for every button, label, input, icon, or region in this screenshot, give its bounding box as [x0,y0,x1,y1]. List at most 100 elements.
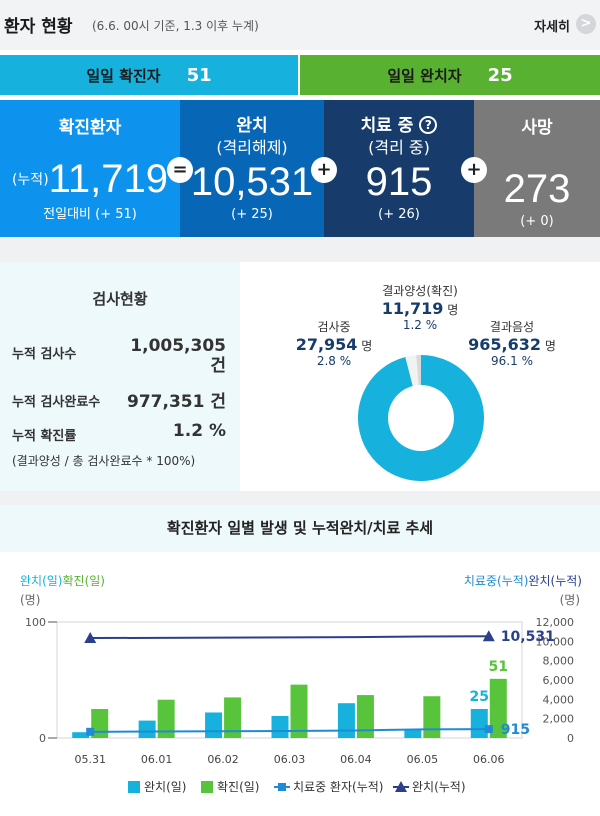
testing-value: 27,954 [295,335,358,354]
chevron-right-icon[interactable]: > [576,14,596,34]
daily-confirmed-label: 일일 확진자 [86,66,161,85]
confirmed-label: 확진환자 [58,118,122,138]
x-axis-tick: 06.06 [473,753,505,766]
negative-pct: 96.1 % [491,354,533,368]
left-axis-label-released: 완치(일) [20,574,63,588]
positive-value: 11,719 [381,299,444,318]
bar-released-daily [404,729,422,738]
released-cumulative-marker [84,632,97,644]
confirmed-prefix: (누적) [11,172,49,188]
bar-released-daily [72,732,90,738]
data-label-confirmed-daily: 51 [489,659,508,675]
right-axis-label-released: 완치(누적) [528,574,582,588]
released-value: 10,531 [190,160,314,204]
donut-negative-label: 결과음성 965,632 명 96.1 % [462,318,562,368]
page-title: 환자 현황 [4,17,73,37]
bar-confirmed-daily [157,699,175,738]
completed-tests-label: 누적 검사완료수 [12,395,101,410]
released-label-sub: (격리해제) [216,138,288,157]
right-axis-tick: 0 [567,732,574,745]
legend-label: 치료중 환자(누적) [293,780,383,794]
positive-rate-label: 누적 확진률 [12,429,77,444]
right-axis-tick: 12,000 [536,616,575,629]
test-result-donut [358,355,484,481]
daily-released-value: 25 [487,64,513,86]
right-axis-tick: 2,000 [543,713,575,726]
left-axis-tick: 100 [25,616,46,629]
legend-label: 확진(일) [217,780,259,794]
x-axis-tick: 06.05 [407,753,439,766]
bar-confirmed-daily [489,678,507,738]
left-axis-tick: 0 [39,732,46,745]
legend-icon [128,781,140,793]
negative-value: 965,632 [468,335,541,354]
legend-label: 완치(일) [144,780,186,794]
cumulative-tests-number: 1,005,305 [130,336,226,356]
chart-plot-frame [56,621,523,739]
testing-pct: 2.8 % [316,354,352,368]
bar-confirmed-daily [423,696,441,738]
negative-unit: 명 [544,339,556,353]
more-link[interactable]: 자세히 [534,20,570,35]
data-label-released-cumulative: 10,531 [501,629,555,645]
released-cumulative-marker [482,630,495,642]
released-label: 완치 [236,116,268,136]
positive-rate-number: 1.2 [172,421,204,441]
page-subtitle: (6.6. 00시 기준, 1.3 이후 누계) [92,19,259,33]
plus-icon: + [311,157,337,183]
bar-confirmed-daily [91,709,109,738]
donut-slice-testing [405,355,419,387]
positive-rate-formula: (결과양성 / 총 검사완료수 * 100%) [12,454,196,468]
cumulative-tests-label: 누적 검사수 [12,347,77,362]
treatment-label: 치료 중 [360,116,414,136]
released-diff: (+ 25) [231,207,273,222]
deaths-stat-box: 사망 273 (+ 0) [474,100,600,237]
positive-label-text: 결과양성(확진) [382,284,458,298]
bar-released-daily [337,703,355,738]
line-released-cumulative [90,635,489,640]
chart-title-bar: 확진환자 일별 발생 및 누적완치/치료 추세 [0,505,600,552]
positive-pct: 1.2 % [402,318,438,332]
right-axis-tick: 8,000 [543,655,575,668]
x-axis-tick: 05.31 [74,753,106,766]
treatment-label-sub: (격리 중) [368,138,430,157]
cumulative-tests-value: 1,005,305 건 [130,336,226,376]
left-axis-unit: (명) [20,593,41,607]
daily-released-label: 일일 완치자 [387,66,462,85]
legend-label: 완치(누적) [412,780,466,794]
testing-label-text: 검사중 [317,320,351,334]
treatment-diff: (+ 26) [378,207,420,222]
line-treatment-cumulative [90,728,489,733]
cumulative-tests-unit: 건 [210,356,226,376]
bar-released-daily [470,709,488,738]
treatment-stat-box: 치료 중 ? (격리 중) 915 (+ 26) [324,100,474,237]
bar-confirmed-daily [290,684,308,738]
left-axis-title: 완치(일)확진(일) [20,572,105,589]
legend-icon [274,783,290,791]
bar-confirmed-daily [224,697,242,738]
section-divider [0,237,600,262]
testing-unit: 명 [361,339,373,353]
treatment-marker [484,725,493,734]
test-status-title: 검사현황 [92,290,148,308]
trend-chart: 0 100 0 2,000 4,000 6,000 8,000 10,000 12,000 05.… [25,616,575,794]
right-axis-tick: 6,000 [543,674,575,687]
bar-released-daily [138,720,156,738]
x-axis-tick: 06.01 [141,753,173,766]
donut-positive-label: 결과양성(확진) 11,719 명 1.2 % [360,282,480,332]
confirmed-value: 11,719 [48,157,169,201]
confirmed-diff: 전일대비 (+ 51) [43,207,137,222]
help-icon[interactable]: ? [419,116,438,134]
positive-rate-value: 1.2 % [173,421,226,441]
treatment-marker [86,727,95,736]
right-axis-tick: 10,000 [536,635,575,648]
right-axis-title: 치료중(누적)완치(누적) [464,572,582,589]
chart-title: 확진환자 일별 발생 및 누적완치/치료 추세 [166,519,434,537]
completed-tests-value: 977,351 건 [127,387,226,412]
donut-slice-negative [358,355,484,481]
daily-released-bar: 일일 완치자 25 [300,55,600,95]
right-axis-unit: (명) [559,593,580,607]
daily-confirmed-value: 51 [186,64,212,86]
daily-confirmed-bar: 일일 확진자 51 [0,55,298,95]
treatment-value: 915 [365,160,433,204]
